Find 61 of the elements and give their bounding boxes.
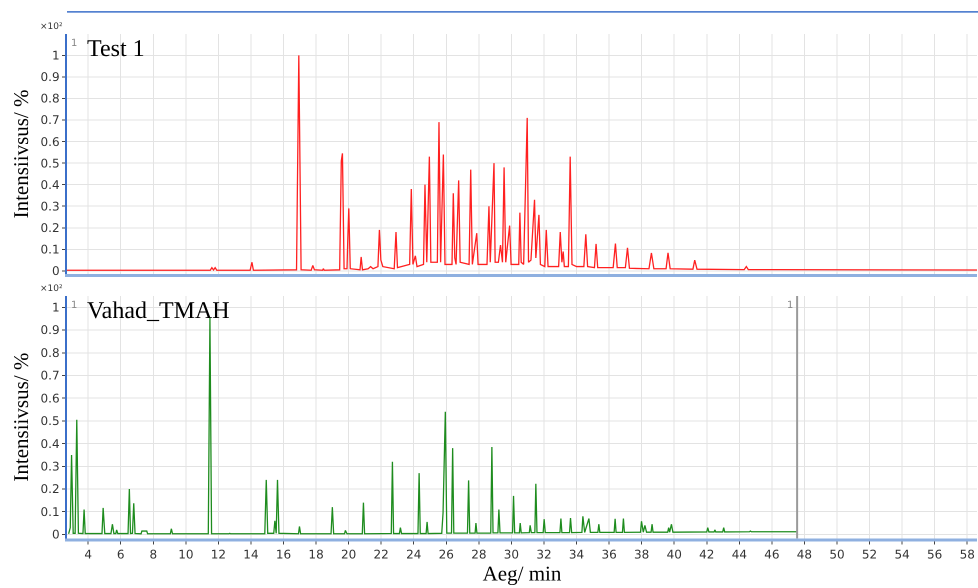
annotation: 1 <box>71 38 78 49</box>
y-tick-label: 0.2 <box>40 220 60 235</box>
chart-title: Test 1 <box>87 36 145 62</box>
y-tick-label: 1 <box>52 48 60 63</box>
y-tick-label: 0.1 <box>40 504 60 519</box>
annotation: 1 <box>787 300 794 311</box>
x-tick-label: 10 <box>178 548 194 562</box>
x-tick-label: 32 <box>536 548 552 562</box>
y-tick-label: 0 <box>52 528 60 542</box>
y-tick-label: 0.7 <box>40 113 60 128</box>
x-tick-label: 24 <box>406 548 422 562</box>
y-tick-label: 0.3 <box>40 460 60 474</box>
text: ×10² <box>40 284 63 294</box>
x-tick-label: 34 <box>568 548 584 562</box>
x-tick-label: 40 <box>666 548 682 562</box>
y-tick-label: 0.9 <box>40 323 60 338</box>
x-axis-title: Aeg/ min <box>482 562 562 586</box>
y-tick-label: 0.8 <box>40 346 60 360</box>
y-tick-label: 0.6 <box>40 391 60 406</box>
x-tick-label: 16 <box>276 548 292 562</box>
x-tick-label: 56 <box>927 548 942 562</box>
x-tick-label: 28 <box>471 548 486 562</box>
x-tick-label: 42 <box>699 548 714 562</box>
line-series <box>67 54 977 271</box>
x-tick-label: 54 <box>894 548 910 562</box>
x-tick-label: 48 <box>796 548 812 562</box>
x-tick-label: 8 <box>149 548 158 562</box>
y-tick-label: 0.4 <box>40 178 60 192</box>
annotation: 1 <box>71 300 78 311</box>
x-tick-label: 6 <box>116 548 125 562</box>
chart-title: Vahad_TMAH <box>87 298 230 324</box>
x-tick-label: 26 <box>438 548 454 562</box>
y-tick-label: 0.6 <box>40 134 60 149</box>
y-tick-label: 0.7 <box>40 368 60 383</box>
x-tick-label: 18 <box>308 548 324 562</box>
x-tick-label: 20 <box>340 548 356 562</box>
y-tick-label: 0 <box>52 264 60 278</box>
x-tick-label: 4 <box>84 548 92 562</box>
y-tick-label: 0.1 <box>40 242 60 257</box>
y-tick-label: 0.5 <box>40 414 60 428</box>
y-tick-label: 0.9 <box>40 70 60 84</box>
text: ×10² <box>40 22 63 32</box>
x-tick-label: 44 <box>732 548 747 562</box>
x-tick-label: 52 <box>862 548 878 562</box>
y-tick-label: 0.4 <box>40 436 60 451</box>
x-tick-label: 14 <box>243 548 259 562</box>
x-tick-label: 36 <box>601 548 617 562</box>
y-axis-title: Intensiivsus/ % <box>9 352 34 482</box>
x-tick-label: 30 <box>504 548 520 562</box>
x-tick-label: 38 <box>634 548 650 562</box>
x-tick-label: 12 <box>210 548 226 562</box>
x-tick-label: 46 <box>764 548 780 562</box>
x-tick-label: 50 <box>829 548 845 562</box>
x-tick-label: 22 <box>374 548 389 562</box>
y-tick-label: 0.3 <box>40 199 60 214</box>
y-tick-label: 0.5 <box>40 156 60 170</box>
y-tick-label: 0.8 <box>40 92 60 106</box>
y-tick-label: 0.2 <box>40 482 60 496</box>
y-tick-label: 1 <box>52 300 60 315</box>
y-axis-title: Intensiivsus/ % <box>9 89 34 218</box>
x-tick-label: 58 <box>960 548 975 562</box>
